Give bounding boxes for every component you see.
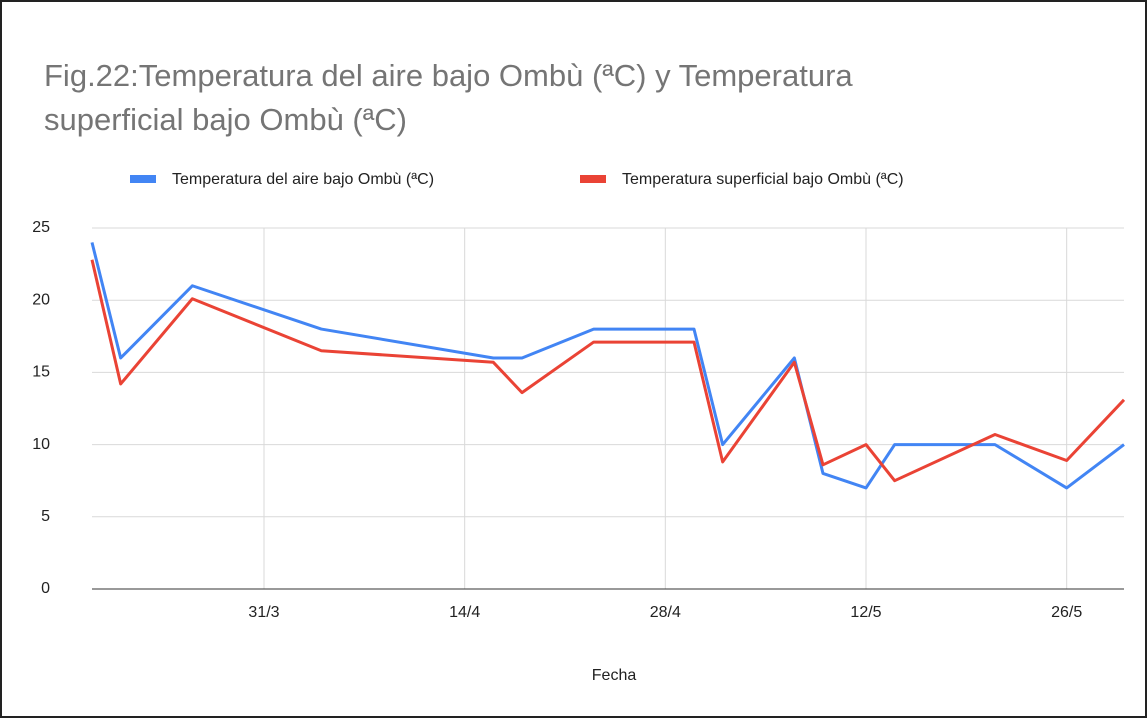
- legend-label: Temperatura superficial bajo Ombù (ªC): [622, 171, 904, 188]
- x-tick-label: 26/5: [1051, 604, 1082, 621]
- legend-swatch: [580, 175, 606, 183]
- y-tick-label: 25: [32, 219, 50, 236]
- x-tick-label: 14/4: [449, 604, 480, 621]
- x-tick-label: 12/5: [850, 604, 881, 621]
- series-line: [90, 242, 1125, 490]
- y-tick-label: 0: [41, 580, 50, 597]
- y-tick-label: 10: [32, 436, 50, 453]
- y-tick-label: 20: [32, 291, 50, 308]
- y-tick-label: 5: [41, 508, 50, 525]
- chart-title: Fig.22:Temperatura del aire bajo Ombù (ª…: [44, 58, 853, 93]
- chart-title-line: superficial bajo Ombù (ªC): [44, 102, 407, 137]
- x-axis-label: Fecha: [592, 667, 637, 684]
- series-line: [90, 259, 1126, 483]
- legend-label: Temperatura del aire bajo Ombù (ªC): [172, 171, 434, 188]
- legend-swatch: [130, 175, 156, 183]
- y-tick-label: 15: [32, 364, 50, 381]
- x-tick-label: 28/4: [650, 604, 681, 621]
- x-tick-label: 31/3: [248, 604, 279, 621]
